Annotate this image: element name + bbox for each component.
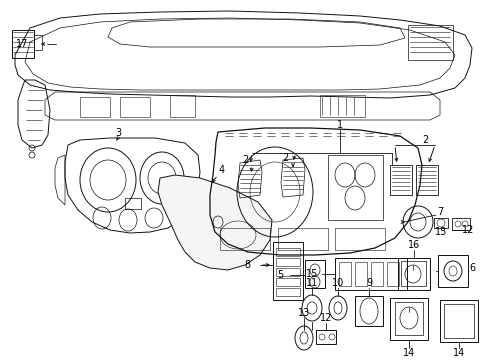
- Bar: [434, 218, 448, 228]
- Text: 3: 3: [115, 128, 121, 138]
- Bar: [34, 35, 42, 50]
- Text: 2: 2: [282, 153, 288, 163]
- Bar: [335, 228, 385, 250]
- Bar: [440, 300, 478, 342]
- Text: 15: 15: [306, 269, 318, 279]
- Text: 10: 10: [332, 278, 344, 288]
- Bar: [444, 304, 474, 338]
- Bar: [305, 260, 325, 288]
- Bar: [339, 262, 351, 286]
- Bar: [371, 262, 383, 286]
- Bar: [328, 155, 383, 220]
- Bar: [398, 258, 430, 290]
- Bar: [416, 165, 438, 195]
- Bar: [316, 330, 336, 344]
- Bar: [170, 95, 195, 117]
- Text: 6: 6: [469, 263, 475, 273]
- Bar: [390, 298, 428, 340]
- Bar: [401, 261, 426, 286]
- Bar: [276, 288, 300, 296]
- Bar: [125, 198, 141, 209]
- Text: 16: 16: [408, 240, 420, 250]
- Text: 11: 11: [306, 278, 318, 288]
- Bar: [387, 262, 399, 286]
- Text: 4: 4: [219, 165, 225, 175]
- Bar: [80, 97, 110, 117]
- Text: 7: 7: [437, 207, 443, 217]
- Bar: [395, 302, 423, 335]
- Bar: [276, 268, 300, 276]
- Text: 9: 9: [366, 278, 372, 288]
- Text: 13: 13: [298, 308, 310, 318]
- Bar: [276, 248, 300, 256]
- Bar: [355, 296, 383, 326]
- Bar: [220, 228, 270, 250]
- Polygon shape: [158, 175, 272, 270]
- Bar: [452, 218, 470, 230]
- Bar: [276, 258, 300, 266]
- Text: 13: 13: [435, 227, 447, 237]
- Text: 8: 8: [244, 260, 250, 270]
- Text: 14: 14: [453, 348, 465, 358]
- Bar: [335, 258, 407, 290]
- Text: 14: 14: [403, 348, 415, 358]
- Text: 17: 17: [16, 39, 28, 49]
- Bar: [120, 97, 150, 117]
- Bar: [408, 25, 453, 60]
- Bar: [320, 95, 365, 117]
- Bar: [273, 242, 303, 300]
- Text: 1: 1: [337, 120, 343, 130]
- Bar: [276, 278, 300, 286]
- Text: 12: 12: [462, 225, 474, 235]
- Bar: [278, 228, 328, 250]
- Bar: [355, 262, 367, 286]
- Bar: [438, 255, 468, 287]
- Bar: [12, 30, 34, 58]
- Bar: [390, 165, 412, 195]
- Text: 5: 5: [277, 270, 283, 280]
- Text: 2: 2: [242, 155, 248, 165]
- Text: 12: 12: [320, 313, 332, 323]
- Text: 2: 2: [422, 135, 428, 145]
